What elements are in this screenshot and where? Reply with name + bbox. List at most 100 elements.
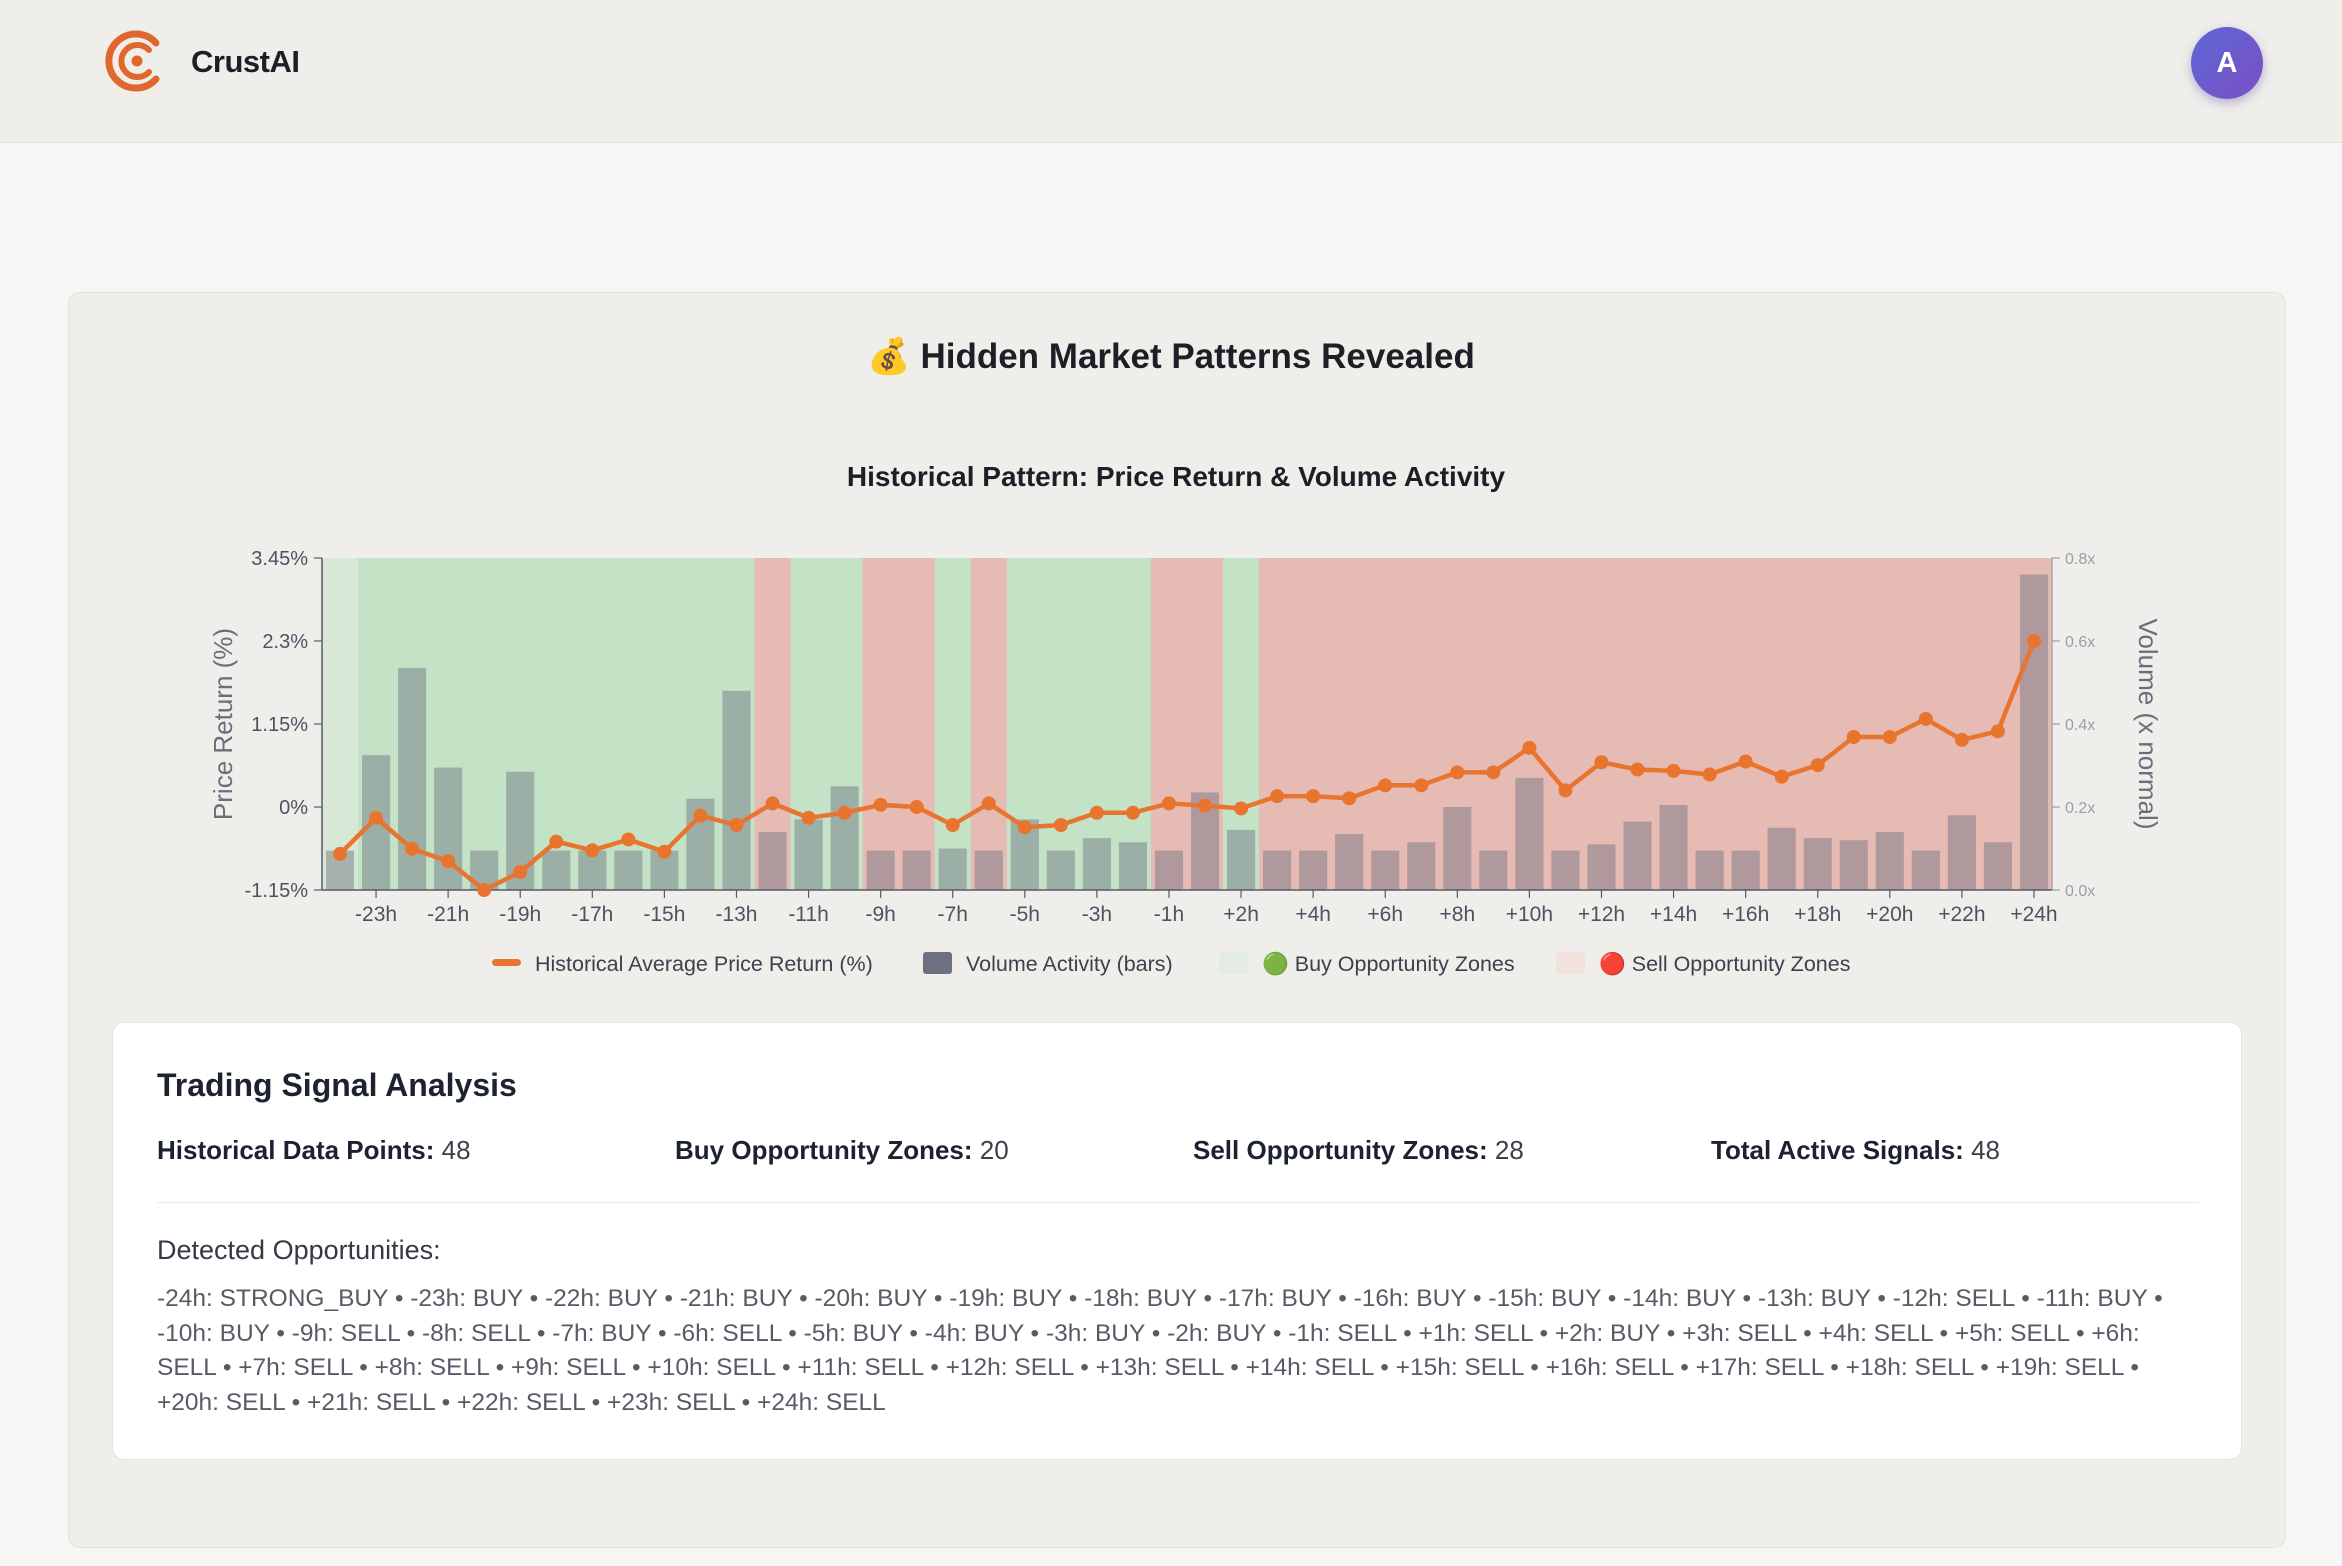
crustai-logo-icon[interactable] [104,29,168,93]
zone-sell [1727,558,1765,890]
zone-sell [1979,558,2017,890]
price-point [1954,732,1969,747]
price-point [765,796,780,811]
legend-swatch-line [492,959,521,966]
zone-sell [1331,558,1368,890]
legend-swatch-box [1219,952,1248,974]
y2-tick-label: 0.2x [2065,800,2095,817]
zone-sell [1691,558,1729,890]
x-tick-label: -5h [1010,903,1040,926]
price-point [801,810,816,825]
volume-bar [1407,842,1436,890]
price-point [1450,765,1465,780]
x-tick-label: -3h [1082,903,1112,926]
x-tick-label: +12h [1578,903,1625,926]
zone-sell [1943,558,1981,890]
volume-bar [1695,850,1724,890]
price-point [657,844,672,859]
volume-bar [1659,804,1688,890]
volume-bar [1623,821,1652,890]
volume-bar [1587,844,1616,890]
volume-bar [1335,833,1364,890]
zone-sell [898,558,936,890]
zone-buy [1042,558,1080,890]
zone-sell [1367,558,1404,890]
price-volume-chart: Historical Pattern: Price Return & Volum… [208,461,2163,976]
volume-bar [2019,574,2049,890]
brand-name[interactable]: CrustAI [191,44,300,79]
x-tick-label: +2h [1223,903,1259,926]
price-point [729,818,744,833]
price-point [1882,729,1897,744]
zone-buy [502,558,539,890]
x-tick-label: -9h [865,903,895,926]
volume-bar [1479,850,1508,890]
x-tick-label: -17h [571,903,613,926]
stat-value: 48 [441,1135,471,1165]
volume-bar [938,848,967,890]
zone-buy [430,558,467,890]
y-tick-label: 3.45% [251,548,308,570]
zone-buy [790,558,828,890]
zone-sell [1871,558,1909,890]
volume-bar [1803,838,1832,890]
stat-value: 20 [979,1135,1009,1165]
zone-buy [826,558,864,890]
volume-bar [830,786,859,890]
x-tick-label: -7h [938,903,968,926]
zone-buy [1006,558,1044,890]
price-point [369,810,384,825]
price-point [1918,711,1933,726]
volume-bar [1118,842,1147,890]
volume-bar [758,831,787,890]
price-point [333,846,348,861]
volume-bar [902,850,931,890]
zone-buy [646,558,684,890]
volume-bar [974,850,1003,890]
y-tick-label: 0% [279,797,308,819]
price-point [513,864,528,879]
price-point [477,883,492,897]
zone-sell [1259,558,1296,890]
divider [157,1202,2199,1203]
panel-title: Trading Signal Analysis [157,1067,517,1103]
zone-buy [682,558,720,890]
x-tick-label: +10h [1506,903,1553,926]
x-tick-label: +18h [1794,903,1841,926]
volume-bar [1875,831,1904,890]
price-point [1594,755,1609,770]
x-tick-label: +8h [1440,903,1476,926]
volume-bar [794,819,823,890]
stat-label: Buy Opportunity Zones: [675,1135,973,1165]
x-tick-label: +16h [1722,903,1769,926]
volume-bar [614,850,643,890]
volume-bar [1082,838,1111,890]
stat-value: 28 [1494,1135,1524,1165]
price-point [441,854,456,869]
zone-buy [1114,558,1152,890]
price-point [1846,729,1861,744]
volume-bar [1263,850,1292,890]
price-point [1774,769,1789,784]
price-point [1089,805,1104,820]
stat-label: Sell Opportunity Zones: [1193,1135,1488,1165]
y-axis-title: Price Return (%) [208,628,238,820]
price-point [1486,765,1501,780]
zone-sell [862,558,900,890]
x-tick-label: -1h [1154,903,1184,926]
volume-bar [1154,850,1184,890]
zone-sell [1583,558,1621,890]
price-point [1234,801,1249,816]
volume-bar [1983,842,2012,890]
x-tick-label: +14h [1650,903,1697,926]
zone-buy [934,558,972,890]
y-tick-label: 2.3% [262,631,308,653]
chart-container: Historical Pattern: Price Return & Volum… [208,461,2163,976]
volume-bar [1551,850,1580,890]
x-tick-label: +20h [1866,903,1913,926]
zone-strong-buy [322,558,359,890]
price-point [693,808,708,823]
user-avatar[interactable]: A [2191,27,2263,99]
zone-sell [1187,558,1224,890]
volume-bar [1046,850,1075,890]
